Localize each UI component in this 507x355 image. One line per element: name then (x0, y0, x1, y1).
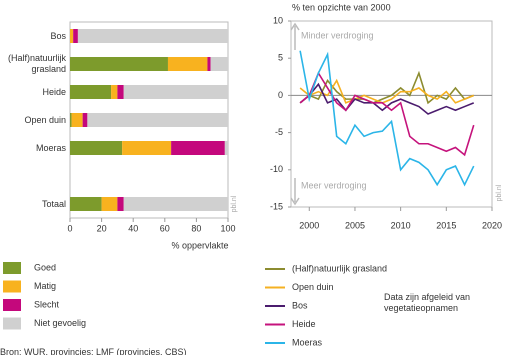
legend-swatch (3, 262, 21, 274)
legend-label: Niet gevoelig (34, 318, 86, 328)
x-tick-label: 2005 (345, 220, 365, 230)
bar-segment (70, 141, 123, 155)
y-tick-label: 10 (273, 15, 283, 25)
y-axis-label: % ten opzichte van 2000 (292, 2, 391, 12)
legend-swatch (3, 299, 21, 311)
bar-segment (117, 197, 124, 211)
y-tick-label: -15 (270, 201, 283, 211)
bar-segment (167, 57, 208, 71)
x-tick-label: 100 (220, 223, 235, 233)
legend-label: Matig (34, 281, 56, 291)
legend-label: (Half)natuurlijk grasland (292, 263, 387, 273)
bar-segment (87, 113, 228, 127)
x-tick-label: 2015 (436, 220, 456, 230)
y-tick-label: Heide (42, 86, 66, 97)
watermark: pbl.nl (496, 184, 503, 201)
bar-segment (111, 85, 118, 99)
x-tick-label: 60 (160, 223, 170, 233)
x-tick-label: 0 (67, 223, 72, 233)
line (299, 50, 475, 187)
y-tick-label: (Half)natuurlijk grasland (7, 53, 66, 74)
bar-segment (82, 113, 88, 127)
y-tick-label: -5 (275, 127, 283, 137)
y-tick-label: Bos (50, 30, 66, 41)
y-tick-label: Totaal (41, 198, 66, 209)
y-tick-label: 0 (278, 90, 283, 100)
annotation: Meer verdroging (301, 180, 367, 190)
y-tick-label: -10 (270, 164, 283, 174)
x-tick-label: 2010 (391, 220, 411, 230)
bar-segment (71, 113, 83, 127)
bar-segment (70, 85, 112, 99)
bar-segment (70, 57, 168, 71)
source: Bron: WUR, provincies; LMF (provincies, … (0, 347, 187, 355)
legend-label: Bos (292, 300, 308, 310)
line (299, 71, 475, 157)
watermark: pbl.nl (231, 195, 238, 212)
line (299, 82, 475, 115)
bar-segment (171, 141, 225, 155)
legend-label: Goed (34, 262, 56, 272)
note: Data zijn afgeleid van vegetatieopnamen (384, 292, 471, 313)
bar-segment (70, 113, 72, 127)
bar-segment (210, 57, 228, 71)
bar-segment (101, 197, 118, 211)
bar-segment (117, 85, 124, 99)
legend-label: Moeras (292, 337, 323, 347)
x-axis-label: % oppervlakte (171, 240, 228, 250)
y-tick-label: Moeras (35, 142, 66, 153)
legend-label: Open duin (292, 282, 334, 292)
y-tick-label: 5 (278, 53, 283, 63)
x-tick-label: 20 (97, 223, 107, 233)
bar-segment (77, 29, 229, 43)
bar-segment (224, 141, 228, 155)
bar-segment (70, 197, 102, 211)
bar-segment (122, 141, 172, 155)
bar-segment (70, 29, 74, 43)
x-tick-label: 80 (191, 223, 201, 233)
legend-label: Heide (292, 319, 316, 329)
annotation: Minder verdroging (301, 30, 374, 40)
legend-label: Slecht (34, 299, 60, 309)
legend-swatch (3, 280, 21, 293)
legend-swatch (3, 317, 21, 330)
bar-segment (207, 57, 211, 71)
x-tick-label: 40 (128, 223, 138, 233)
plot-frame (290, 20, 493, 208)
bar-segment (123, 85, 228, 99)
bar-segment (123, 197, 228, 211)
line (299, 70, 475, 105)
arrow-head (290, 22, 300, 31)
arrow-head (290, 197, 300, 206)
line (299, 78, 475, 104)
y-tick-label: Open duin (24, 114, 66, 125)
x-tick-label: 2000 (299, 220, 319, 230)
bar-segment (73, 29, 78, 43)
x-tick-label: 2020 (482, 220, 502, 230)
